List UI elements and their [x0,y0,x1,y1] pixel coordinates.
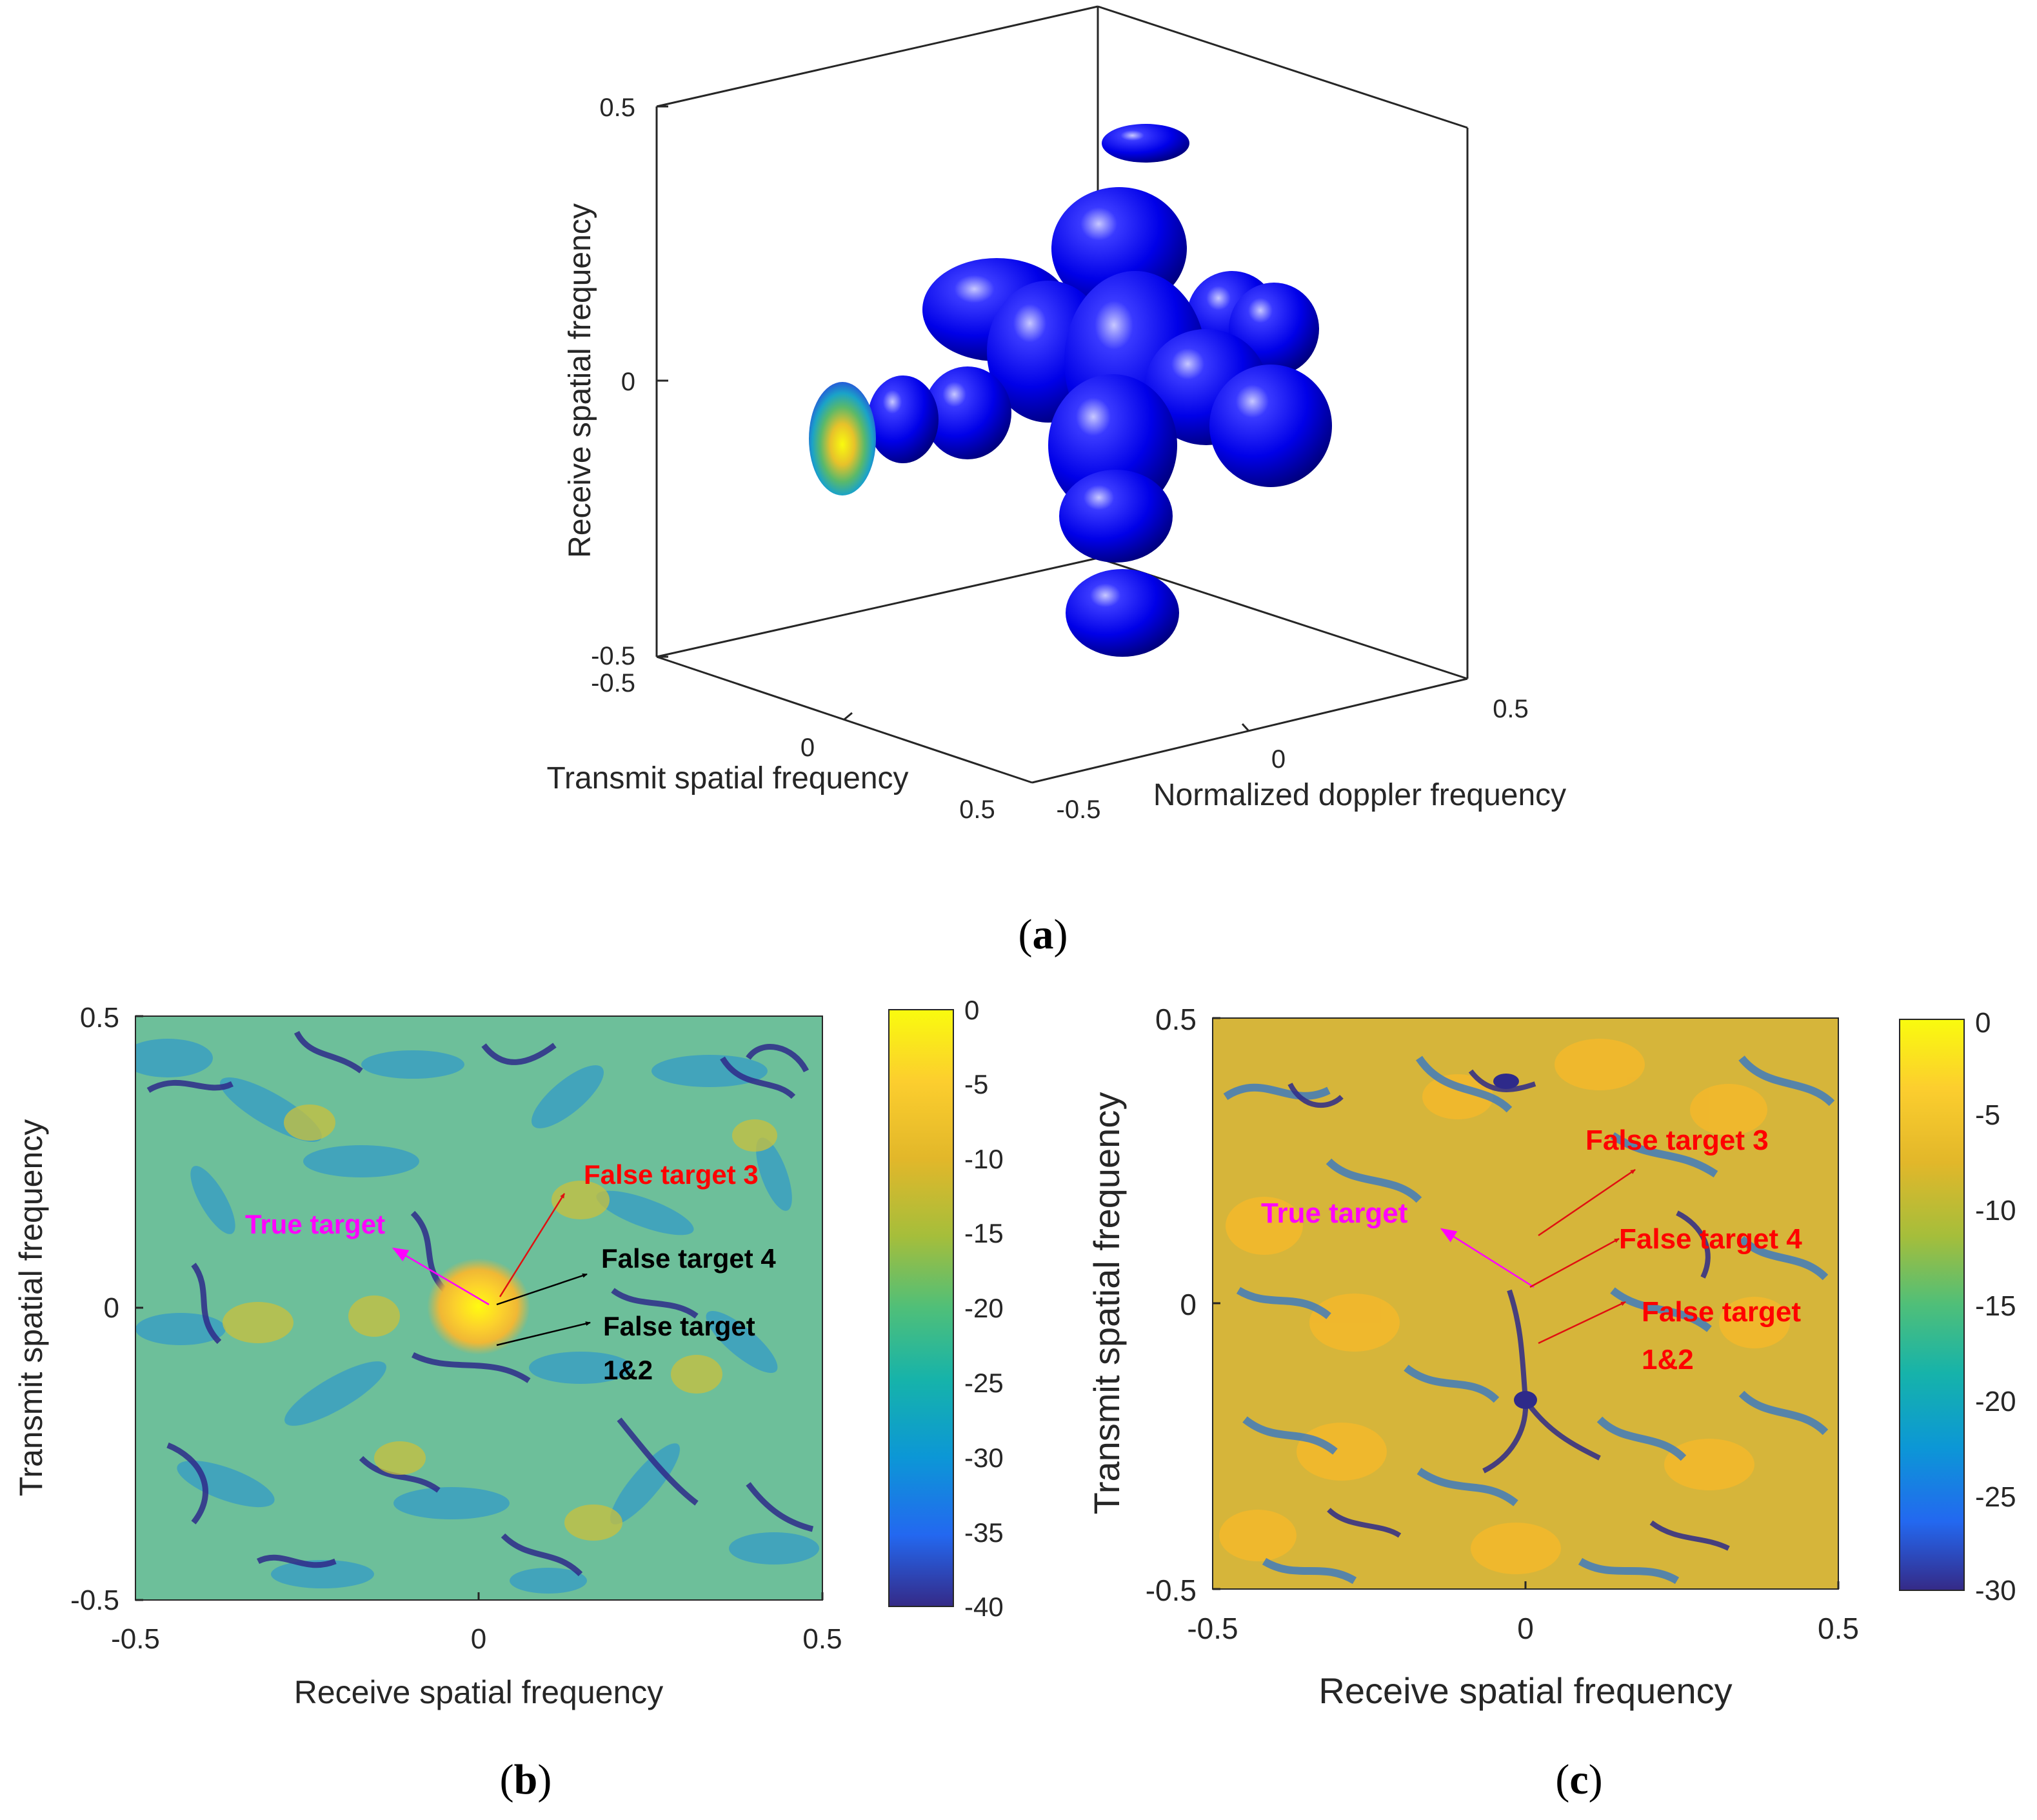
x-axis-label: Receive spatial frequency [294,1674,664,1710]
annotation-false-target-1-2: False target [1642,1296,1801,1328]
arrow-false-target-3 [1538,1168,1636,1237]
colorbar-tick-label: -10 [964,1144,1004,1174]
z-tick-label: 0.5 [599,94,635,122]
colorbar-b-ticks: 0 -5 -10 -15 -20 -25 -30 -35 -40 [964,995,1004,1622]
arrow-false-target-1-2 [496,1321,591,1346]
heatmap-c-texture [1219,1039,1835,1585]
y-tick-label: 0 [1271,745,1286,774]
colorbar-tick-label: -15 [1975,1290,2016,1322]
colorbar-tick-label: -20 [1975,1386,2016,1417]
y-tick-label: -0.5 [70,1585,119,1616]
x-tick-label: 0.5 [802,1623,842,1655]
colorbar-tick-label: 0 [1975,1007,1991,1039]
y-tick-label: 0.5 [1155,1003,1197,1036]
y-tick-label: 0 [104,1292,119,1324]
colorbar-tick-label: -15 [964,1218,1004,1248]
colorbar-tick-label: -30 [964,1443,1004,1473]
isosurface [809,124,1332,657]
x-axis-label: Receive spatial frequency [1318,1670,1732,1711]
annotation-false-target-1-2-line2: 1&2 [1642,1344,1694,1375]
arrow-false-target-4 [496,1273,588,1306]
arrow-false-target-3 [499,1193,566,1297]
panel-c: 0.5 0 -0.5 -0.5 0 0.5 Receive spatial fr… [1086,1003,2016,1803]
panel-a: 0.5 0 -0.5 -0.5 0 0.5 -0.5 0 0.5 Receive… [546,5,1566,958]
colorbar-c [1899,1019,1965,1591]
panel-label-c: (c) [1555,1756,1602,1803]
arrow-true-target [1440,1228,1535,1288]
annotation-true-target: True target [1261,1197,1408,1229]
colorbar-tick-label: -25 [1975,1481,2016,1513]
true-target-peak-b [427,1258,530,1355]
colorbar-tick-label: -25 [964,1368,1004,1398]
annotation-false-target-4: False target 4 [1619,1223,1802,1255]
colorbar-tick-label: -5 [964,1069,988,1099]
x-tick-label: -0.5 [1187,1612,1238,1645]
x-tick-label: 0 [1517,1612,1534,1645]
x-tick-label: 0.5 [1818,1612,1859,1645]
y-axis-label: Normalized doppler frequency [1153,778,1566,812]
arrow-false-target-1-2 [1538,1301,1626,1345]
x-tick-label: -0.5 [111,1623,160,1655]
annotation-false-target-1-2-line2: 1&2 [603,1355,653,1385]
y-tick-label: 0.5 [1493,695,1529,723]
panel-b: 0.5 0 -0.5 -0.5 0 0.5 Receive spatial fr… [13,995,1004,1803]
isosurface-lobe [924,366,1011,459]
annotation-true-target: True target [245,1209,385,1239]
x-tick-label: 0 [800,734,815,762]
annotation-false-target-3: False target 3 [1585,1125,1769,1156]
annotations-b: True target False target 3 False target … [245,1159,776,1385]
isosurface-slice [809,382,876,495]
x-tick-label: 0 [471,1623,486,1655]
panel-label-a: (a) [1018,911,1068,958]
isosurface-lobe [1059,470,1173,563]
annotation-false-target-4: False target 4 [601,1243,776,1274]
annotation-false-target-3: False target 3 [584,1159,759,1190]
z-axis-label: Receive spatial frequency [563,203,597,558]
x-tick-label: 0.5 [959,795,995,824]
isosurface-lobe [868,375,939,463]
annotation-false-target-1-2: False target [603,1311,755,1341]
isosurface-lobe [1209,365,1332,487]
colorbar-tick-label: -20 [964,1293,1004,1323]
colorbar-tick-label: -10 [1975,1195,2016,1226]
dark-spot [1493,1074,1519,1089]
arrow-false-target-4 [1529,1237,1620,1288]
panel-label-b: (b) [500,1756,552,1803]
heatmap-b-texture [135,1030,819,1594]
y-tick-label: -0.5 [1146,1574,1197,1607]
y-tick-label: -0.5 [1057,795,1101,824]
y-tick-label: 0 [1180,1288,1197,1321]
dark-spot [1514,1391,1537,1409]
arrow-true-target [392,1247,490,1306]
y-axis-label: Transmit spatial frequency [13,1119,49,1497]
isosurface-lobe [1066,569,1179,657]
x-tick-label: -0.5 [591,669,635,697]
z-tick-label: -0.5 [591,642,635,670]
x-axis-label: Transmit spatial frequency [546,761,908,795]
y-tick-label: 0.5 [80,1002,119,1034]
isosurface-lobe [1102,124,1189,163]
colorbar-tick-label: -35 [964,1517,1004,1548]
colorbar-tick-label: -5 [1975,1099,2000,1131]
z-tick-label: 0 [621,368,635,396]
colorbar-tick-label: -30 [1975,1575,2016,1606]
colorbar-tick-label: -40 [964,1592,1004,1622]
y-axis-label: Transmit spatial frequency [1086,1092,1127,1515]
colorbar-tick-label: 0 [964,995,979,1025]
colorbar-c-ticks: 0 -5 -10 -15 -20 -25 -30 [1975,1007,2016,1606]
colorbar-b [888,1009,954,1607]
annotations-c: True target False target 3 False target … [1261,1125,1802,1375]
